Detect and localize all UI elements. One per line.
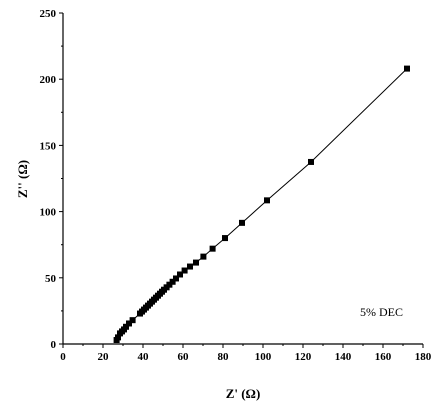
data-point xyxy=(173,275,179,282)
x-axis-title: Z' (Ω) xyxy=(226,386,261,401)
data-point xyxy=(264,197,270,204)
x-tick-label: 140 xyxy=(335,351,352,363)
data-point xyxy=(187,263,193,270)
y-tick-label: 150 xyxy=(40,140,57,152)
x-tick-label: 20 xyxy=(98,351,110,363)
data-point xyxy=(169,278,176,285)
data-point xyxy=(200,253,207,260)
data-point xyxy=(123,323,129,330)
y-axis-title: Z'' (Ω) xyxy=(15,160,30,198)
data-point xyxy=(129,317,136,324)
labels-layer: Z' (Ω) Z'' (Ω) 5% DEC xyxy=(15,160,403,401)
data-point xyxy=(177,271,183,278)
series-annotation: 5% DEC xyxy=(360,305,403,319)
y-tick-label: 100 xyxy=(40,207,57,219)
data-point xyxy=(308,158,314,165)
data-point xyxy=(115,334,121,341)
data-point xyxy=(166,281,173,288)
data-point xyxy=(222,235,228,242)
x-tick-label: 160 xyxy=(375,351,392,363)
x-tick-label: 0 xyxy=(60,351,66,363)
data-point xyxy=(181,267,188,274)
data-point xyxy=(239,219,245,226)
y-tick-label: 250 xyxy=(40,8,57,20)
y-tick-label: 200 xyxy=(40,74,57,86)
x-tick-label: 80 xyxy=(218,351,230,363)
data-point xyxy=(193,259,199,266)
x-tick-label: 60 xyxy=(178,351,190,363)
series-layer xyxy=(113,65,410,344)
y-tick-label: 50 xyxy=(45,273,57,285)
axes: 0 20 40 60 80 100 120 140 160 180 0 50 100 150 200 250 xyxy=(40,8,432,363)
x-tick-label: 180 xyxy=(415,351,432,363)
x-tick-label: 40 xyxy=(138,351,150,363)
y-tick-label: 0 xyxy=(51,339,57,351)
data-point xyxy=(404,65,410,72)
data-point xyxy=(126,320,132,327)
series-line xyxy=(116,68,408,341)
x-tick-label: 100 xyxy=(255,351,272,363)
data-point xyxy=(209,245,216,252)
x-tick-label: 120 xyxy=(295,351,312,363)
